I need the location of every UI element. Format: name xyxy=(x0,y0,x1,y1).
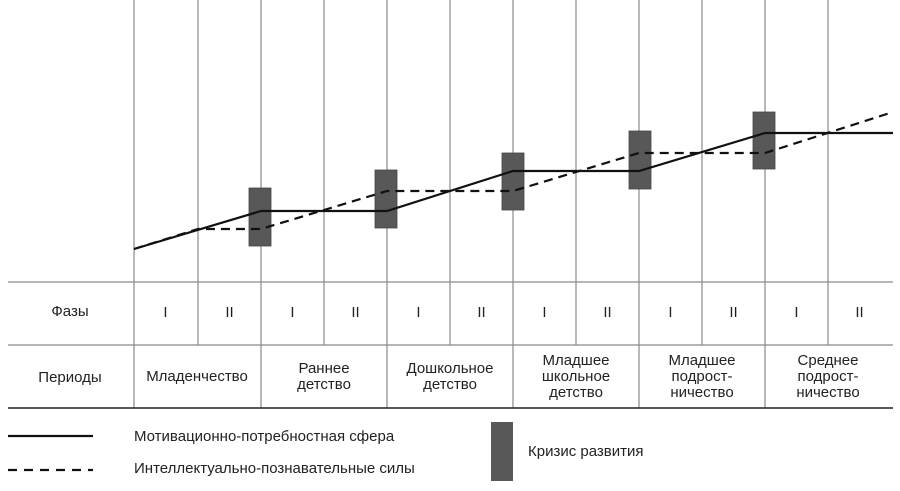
phase-cell: I xyxy=(794,304,799,321)
phases-row-label: Фазы xyxy=(51,303,89,320)
phase-cell: II xyxy=(729,304,738,321)
phase-cell: II xyxy=(225,304,234,321)
phase-cell: I xyxy=(290,304,295,321)
crisis-box xyxy=(374,169,398,229)
phase-cell: II xyxy=(477,304,486,321)
motivational-line xyxy=(133,131,893,251)
phase-cell: II xyxy=(603,304,612,321)
period-cell: Младшее школьное детство xyxy=(541,352,611,401)
period-cell: Раннее детство xyxy=(297,360,351,393)
crisis-box xyxy=(248,187,272,247)
legend-crisis-label: Кризис развития xyxy=(528,443,644,460)
period-cell: Среднее подрост-ничество xyxy=(796,352,860,401)
periods-row-label: Периоды xyxy=(38,369,102,386)
phase-cell: I xyxy=(416,304,421,321)
legend-dashed-label: Интеллектуально-познавательные силы xyxy=(134,460,415,477)
period-cell: Младшее подрост-ничество xyxy=(668,352,736,401)
phase-cell: I xyxy=(668,304,673,321)
crisis-box xyxy=(752,111,776,170)
period-cell: Младенчество xyxy=(146,368,248,385)
phase-cell: II xyxy=(855,304,864,321)
crisis-box xyxy=(501,152,525,211)
legend-crisis-box xyxy=(491,422,513,481)
period-cell: Дошкольное детство xyxy=(406,360,494,393)
legend-solid-label: Мотивационно-потребностная сфера xyxy=(134,428,395,445)
phase-cell: I xyxy=(542,304,547,321)
phase-cell: II xyxy=(351,304,360,321)
intellectual-line xyxy=(133,111,891,251)
phase-cell: I xyxy=(163,304,168,321)
crisis-box xyxy=(628,130,652,190)
